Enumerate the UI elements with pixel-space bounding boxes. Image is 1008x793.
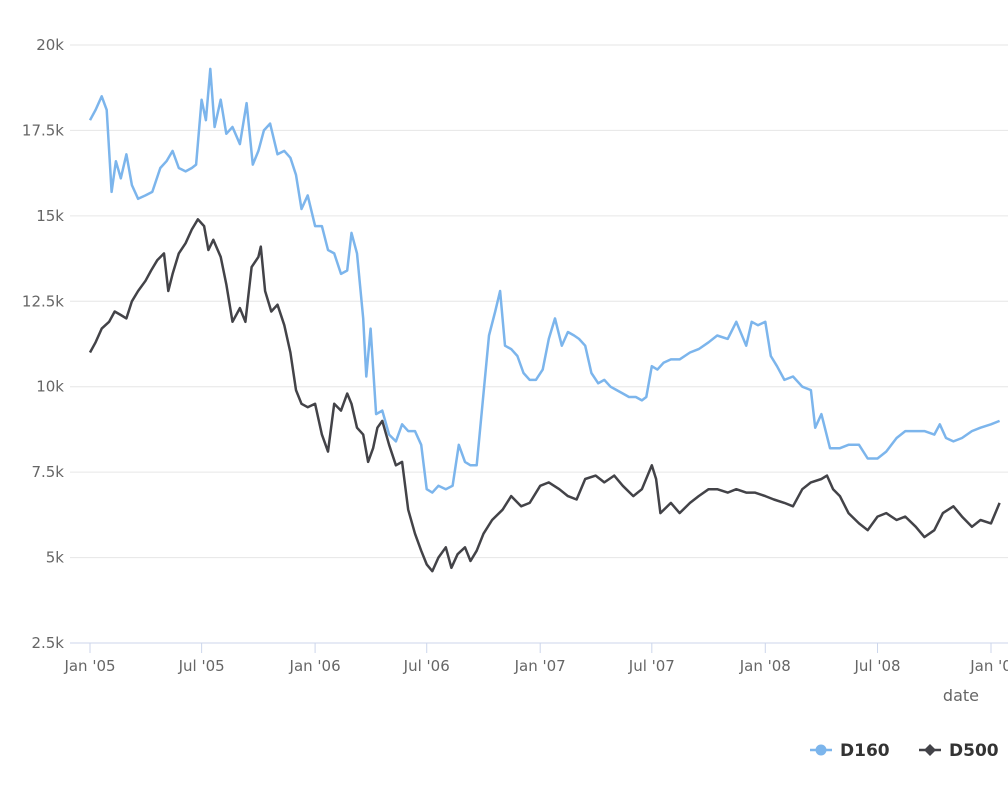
x-tick-label: Jan '08 — [739, 657, 791, 675]
x-tick-label: Jul '05 — [178, 657, 225, 675]
y-tick-label: 5k — [46, 549, 65, 567]
y-tick-label: 15k — [36, 207, 64, 225]
series-line-d500[interactable] — [88, 218, 1001, 573]
diamond-marker-icon — [924, 744, 936, 756]
series-area — [88, 67, 1001, 573]
y-tick-label: 10k — [36, 378, 64, 396]
grid — [70, 44, 1008, 559]
y-tick-label: 17.5k — [22, 121, 64, 139]
y-tick-label: 12.5k — [22, 292, 64, 310]
legend[interactable]: D160 D500 — [810, 741, 999, 761]
x-axis-title: date — [943, 686, 979, 705]
x-tick-label: Jan '0 — [969, 657, 1008, 675]
circle-marker-icon — [815, 744, 827, 756]
y-tick-label: 20k — [36, 36, 64, 54]
x-tick-label: Jan '05 — [63, 657, 115, 675]
x-tick-label: Jan '07 — [514, 657, 566, 675]
x-tick-label: Jan '06 — [289, 657, 341, 675]
x-tick-label: Jul '06 — [403, 657, 450, 675]
legend-item-d160[interactable]: D160 — [810, 741, 890, 761]
x-tick-label: Jul '08 — [853, 657, 900, 675]
x-tick-label: Jul '07 — [628, 657, 675, 675]
y-tick-label: 7.5k — [31, 463, 64, 481]
x-axis: Jan '05 Jul '05 Jan '06 Jul '06 Jan '07 Jul '… — [63, 642, 1008, 675]
legend-label: D500 — [949, 741, 999, 761]
y-axis: 2.5k 5k 7.5k 10k 12.5k 15k 17.5k 20k — [22, 36, 64, 652]
legend-label: D160 — [840, 741, 890, 761]
y-tick-label: 2.5k — [31, 634, 64, 652]
series-line-d160[interactable] — [88, 67, 1001, 494]
legend-item-d500[interactable]: D500 — [919, 741, 999, 761]
